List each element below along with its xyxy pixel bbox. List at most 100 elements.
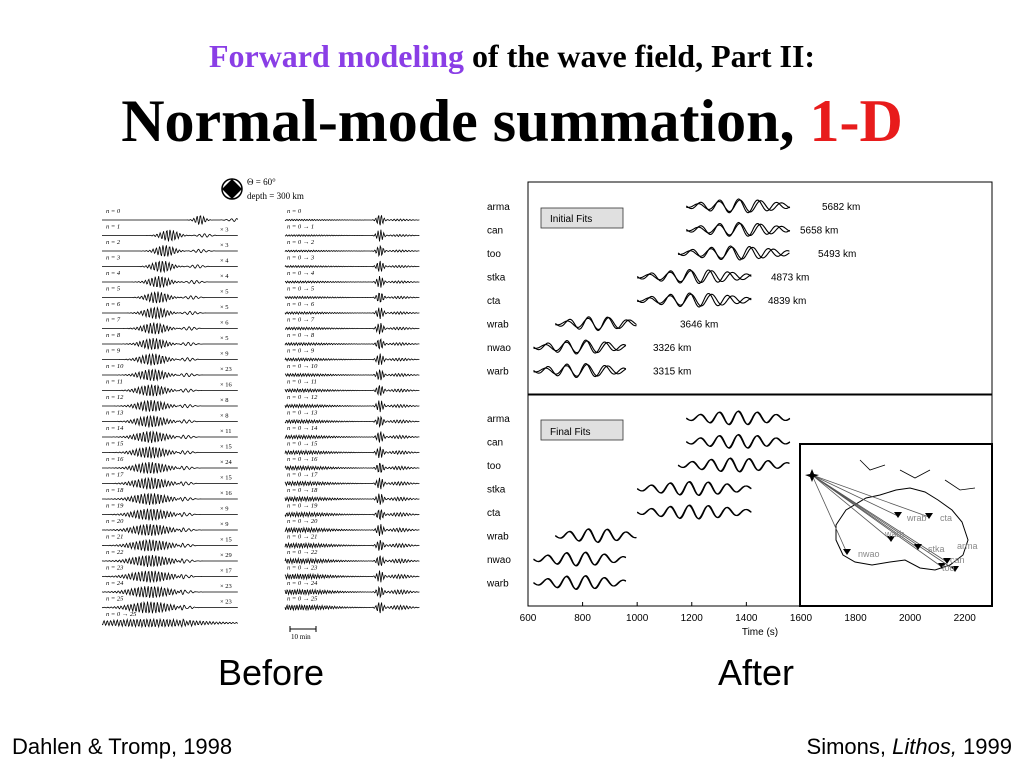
right-row-label: n = 0 → 23	[287, 565, 318, 572]
left-row-multiplier: × 15	[220, 537, 232, 544]
after-label: After	[718, 652, 795, 693]
left-row-label: n = 9	[106, 348, 121, 355]
initial-synthetic-trace	[686, 223, 791, 236]
station-label-bottom: can	[487, 438, 503, 449]
left-row-multiplier: × 15	[220, 475, 232, 482]
left-row-label: n = 10	[106, 363, 124, 370]
right-row-label: n = 0 → 19	[287, 503, 318, 510]
before-label: Before	[218, 652, 325, 693]
left-row-label: n = 14	[106, 425, 124, 432]
right-cumulative-trace	[285, 323, 420, 335]
australia-coastline	[835, 487, 969, 571]
map-station-label: stka	[928, 544, 945, 554]
left-row-multiplier: × 23	[220, 366, 232, 373]
left-seismogram-trace	[102, 476, 238, 490]
right-cumulative-trace	[284, 260, 420, 272]
citation-right-year: 1999	[956, 734, 1012, 759]
left-row-multiplier: × 15	[220, 444, 232, 451]
right-cumulative-trace	[284, 539, 420, 551]
left-row-multiplier: × 3	[220, 242, 229, 249]
right-row-label: n = 0 → 2	[287, 239, 315, 246]
left-row-multiplier: × 5	[220, 335, 229, 342]
left-row-multiplier: × 8	[220, 413, 229, 420]
x-axis-tick-label: 2200	[954, 613, 977, 624]
final-synthetic-trace	[533, 575, 627, 590]
left-row-label: n = 22	[106, 549, 124, 556]
x-axis-tick-label: 2000	[899, 613, 922, 624]
left-row-multiplier: × 4	[220, 273, 229, 280]
x-axis-tick-label: 800	[574, 613, 591, 624]
right-row-label: n = 0 → 15	[287, 441, 318, 448]
station-label-top: warb	[486, 367, 509, 378]
initial-observed-trace	[685, 221, 791, 237]
left-row-multiplier: × 3	[220, 227, 229, 234]
left-seismogram-trace	[102, 430, 238, 444]
station-triangle-icon	[887, 536, 895, 542]
right-cumulative-trace	[284, 276, 420, 288]
right-cumulative-trace	[284, 400, 420, 413]
right-row-label: n = 0 → 16	[287, 456, 318, 463]
station-label-bottom: wrab	[486, 532, 509, 543]
left-row-multiplier: × 5	[220, 304, 229, 311]
station-label-bottom: stka	[487, 485, 506, 496]
station-label-top: stka	[487, 273, 506, 284]
left-row-multiplier: × 16	[220, 382, 233, 389]
final-synthetic-trace	[686, 434, 791, 449]
asia-coastline	[859, 459, 976, 491]
right-row-label: n = 0 → 9	[287, 348, 315, 355]
right-cumulative-trace	[284, 555, 420, 566]
station-distance: 3315 km	[653, 367, 691, 378]
right-cumulative-trace	[284, 307, 420, 319]
left-row-multiplier: × 8	[220, 397, 229, 404]
citation-left: Dahlen & Tromp, 1998	[12, 734, 233, 759]
right-row-label: n = 0 → 25	[287, 596, 318, 603]
right-row-label: n = 0 → 14	[287, 425, 318, 432]
left-seismogram-trace	[101, 554, 238, 568]
left-seismogram-trace	[102, 352, 238, 366]
station-triangle-icon	[914, 544, 922, 550]
initial-synthetic-trace	[678, 246, 790, 260]
left-seismogram-trace	[102, 306, 238, 320]
right-cumulative-trace	[284, 353, 420, 365]
left-seismogram-trace	[102, 399, 238, 412]
right-row-label: n = 0 → 22	[287, 549, 318, 556]
right-row-label: n = 0 → 4	[287, 270, 315, 277]
left-row-multiplier: × 6	[220, 320, 229, 327]
ray-path	[811, 474, 848, 554]
ray-path	[811, 474, 930, 518]
right-row-label: n = 0 → 7	[287, 317, 315, 324]
station-label-bottom: arma	[487, 414, 510, 425]
citation-right-journal: Lithos,	[892, 734, 957, 759]
x-axis-label: Time (s)	[742, 627, 778, 638]
inset-map-frame	[799, 443, 993, 607]
left-row-multiplier: × 29	[220, 552, 232, 559]
initial-synthetic-trace	[533, 340, 627, 354]
left-seismogram-trace	[102, 245, 238, 257]
right-row-label: n = 0 → 17	[287, 472, 318, 479]
left-seismogram-trace	[102, 384, 238, 397]
station-distance: 3646 km	[680, 320, 718, 331]
station-distance: 4873 km	[771, 273, 809, 284]
station-distance: 5658 km	[800, 226, 838, 237]
left-row-label: n = 2	[106, 239, 121, 246]
right-row-label: n = 0 → 11	[287, 379, 317, 386]
final-observed-trace	[533, 551, 627, 567]
right-row-label: n = 0	[287, 208, 302, 215]
station-triangle-icon	[925, 513, 933, 519]
initial-observed-trace	[533, 363, 627, 378]
station-label-bottom: nwao	[487, 555, 511, 566]
left-seismogram-trace	[102, 229, 238, 242]
station-distance: 3326 km	[653, 343, 691, 354]
final-synthetic-trace	[686, 410, 791, 425]
title-line1-rest: of the wave field, Part II:	[464, 38, 816, 74]
header-theta: Θ = 60°	[247, 177, 276, 187]
left-seismogram-trace	[102, 276, 238, 288]
initial-observed-trace	[554, 316, 637, 332]
left-seismogram-trace	[101, 600, 238, 614]
left-row-multiplier: × 24	[220, 459, 233, 466]
focal-mechanism-quadrants	[222, 179, 242, 199]
left-row-label: n = 20	[106, 518, 124, 525]
left-seismogram-trace	[102, 462, 238, 474]
initial-synthetic-trace	[637, 293, 752, 307]
initial-observed-trace	[636, 292, 752, 308]
